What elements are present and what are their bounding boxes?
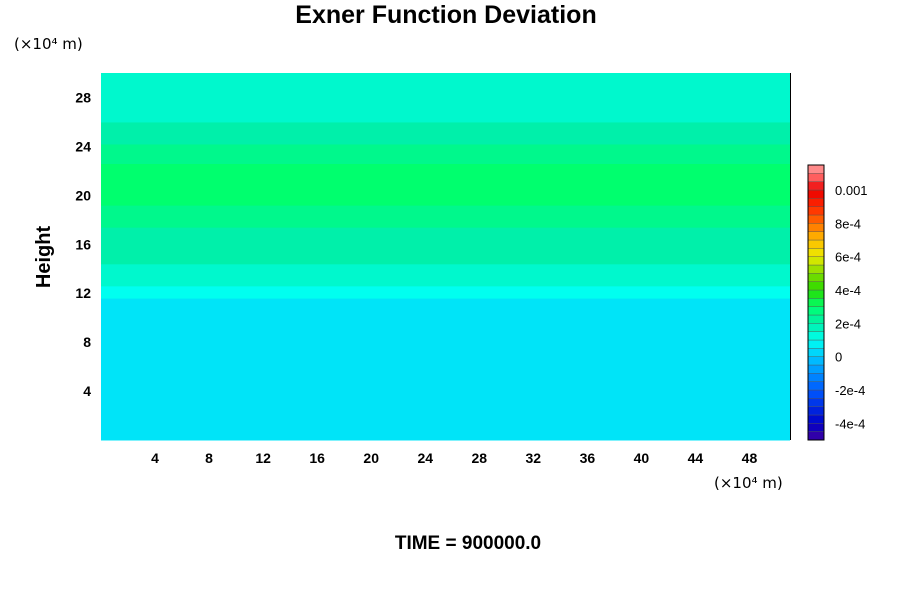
colorbar-tick-label: 4e-4 <box>835 283 861 298</box>
x-tick-label: 12 <box>255 450 271 466</box>
colorbar-segment <box>807 306 825 316</box>
contour-band-1 <box>101 298 790 441</box>
x-tick-label: 28 <box>471 450 487 466</box>
x-tick-label: 44 <box>688 450 704 466</box>
x-tick-labels: 4 8 12 16 20 24 28 32 36 40 44 48 <box>151 450 757 466</box>
contour-band-2 <box>101 285 790 299</box>
colorbar-segment <box>807 248 825 257</box>
contour-band-9 <box>101 73 790 123</box>
y-tick-label: 16 <box>75 236 91 252</box>
y-tick-label: 12 <box>75 285 91 301</box>
colorbar-segment <box>807 214 825 224</box>
colorbar-segment <box>807 389 825 399</box>
y-axis-title: Height <box>33 226 55 289</box>
x-tick-label: 24 <box>417 450 433 466</box>
x-unit-label: (×10⁴ m) <box>714 474 783 492</box>
plot-area <box>101 73 790 441</box>
time-label: TIME = 900000.0 <box>395 533 541 554</box>
y-tick-label: 24 <box>75 138 91 154</box>
colorbar-segment <box>807 264 825 274</box>
contour-band-8 <box>101 121 790 145</box>
colorbar-segment <box>807 381 825 391</box>
colorbar-segment <box>807 314 825 324</box>
y-unit-label: (×10⁴ m) <box>14 35 83 53</box>
chart-title: Exner Function Deviation <box>295 1 596 29</box>
x-tick-label: 16 <box>309 450 325 466</box>
colorbar-segment <box>807 164 825 174</box>
colorbar-segment <box>807 181 825 191</box>
colorbar-segment <box>807 239 825 249</box>
colorbar-segment <box>807 348 825 357</box>
colorbar-segment <box>807 323 825 332</box>
contour-band-3 <box>101 263 790 287</box>
x-tick-label: 4 <box>151 450 159 466</box>
colorbar-segment <box>807 273 825 282</box>
x-tick-label: 32 <box>526 450 542 466</box>
colorbar-tick-label: 6e-4 <box>835 250 861 265</box>
colorbar-tick-label: 8e-4 <box>835 216 861 231</box>
y-tick-label: 4 <box>83 383 91 399</box>
contour-band-4 <box>101 227 790 265</box>
colorbar-segment <box>807 206 825 216</box>
colorbar-segment <box>807 173 825 182</box>
colorbar-segment <box>807 431 825 441</box>
colorbar-segment <box>807 189 825 199</box>
colorbar-segment <box>807 231 825 241</box>
colorbar <box>807 164 825 441</box>
colorbar-segment <box>807 256 825 266</box>
colorbar-frame <box>807 164 825 441</box>
x-tick-label: 20 <box>363 450 379 466</box>
contour-band-7 <box>101 143 790 165</box>
colorbar-tick-labels: 0.001 8e-4 6e-4 4e-4 2e-4 0 -2e-4 -4e-4 <box>835 183 868 431</box>
colorbar-segment <box>807 373 825 382</box>
colorbar-segment <box>807 423 825 432</box>
colorbar-segment <box>807 331 825 341</box>
colorbar-tick-label: -2e-4 <box>835 383 865 398</box>
colorbar-segment <box>807 414 825 424</box>
y-tick-label: 8 <box>83 334 91 350</box>
y-tick-label: 28 <box>75 89 91 105</box>
colorbar-tick-label: 2e-4 <box>835 316 861 331</box>
colorbar-segment <box>807 398 825 407</box>
colorbar-segment <box>807 356 825 366</box>
contour-band-5 <box>101 205 790 228</box>
y-tick-labels: 4 8 12 16 20 24 28 <box>75 89 91 399</box>
x-tick-label: 40 <box>634 450 650 466</box>
colorbar-tick-label: -4e-4 <box>835 416 865 431</box>
contour-band-6 <box>101 163 790 206</box>
colorbar-segment <box>807 223 825 232</box>
colorbar-segment <box>807 198 825 207</box>
colorbar-tick-label: 0.001 <box>835 183 868 198</box>
colorbar-segment <box>807 298 825 307</box>
colorbar-segment <box>807 281 825 291</box>
colorbar-tick-label: 0 <box>835 350 842 365</box>
colorbar-segment <box>807 339 825 349</box>
x-tick-label: 36 <box>580 450 596 466</box>
colorbar-segment <box>807 289 825 299</box>
x-tick-label: 48 <box>742 450 758 466</box>
colorbar-segment <box>807 364 825 374</box>
y-tick-label: 20 <box>75 187 91 203</box>
x-tick-label: 8 <box>205 450 213 466</box>
colorbar-segment <box>807 406 825 416</box>
